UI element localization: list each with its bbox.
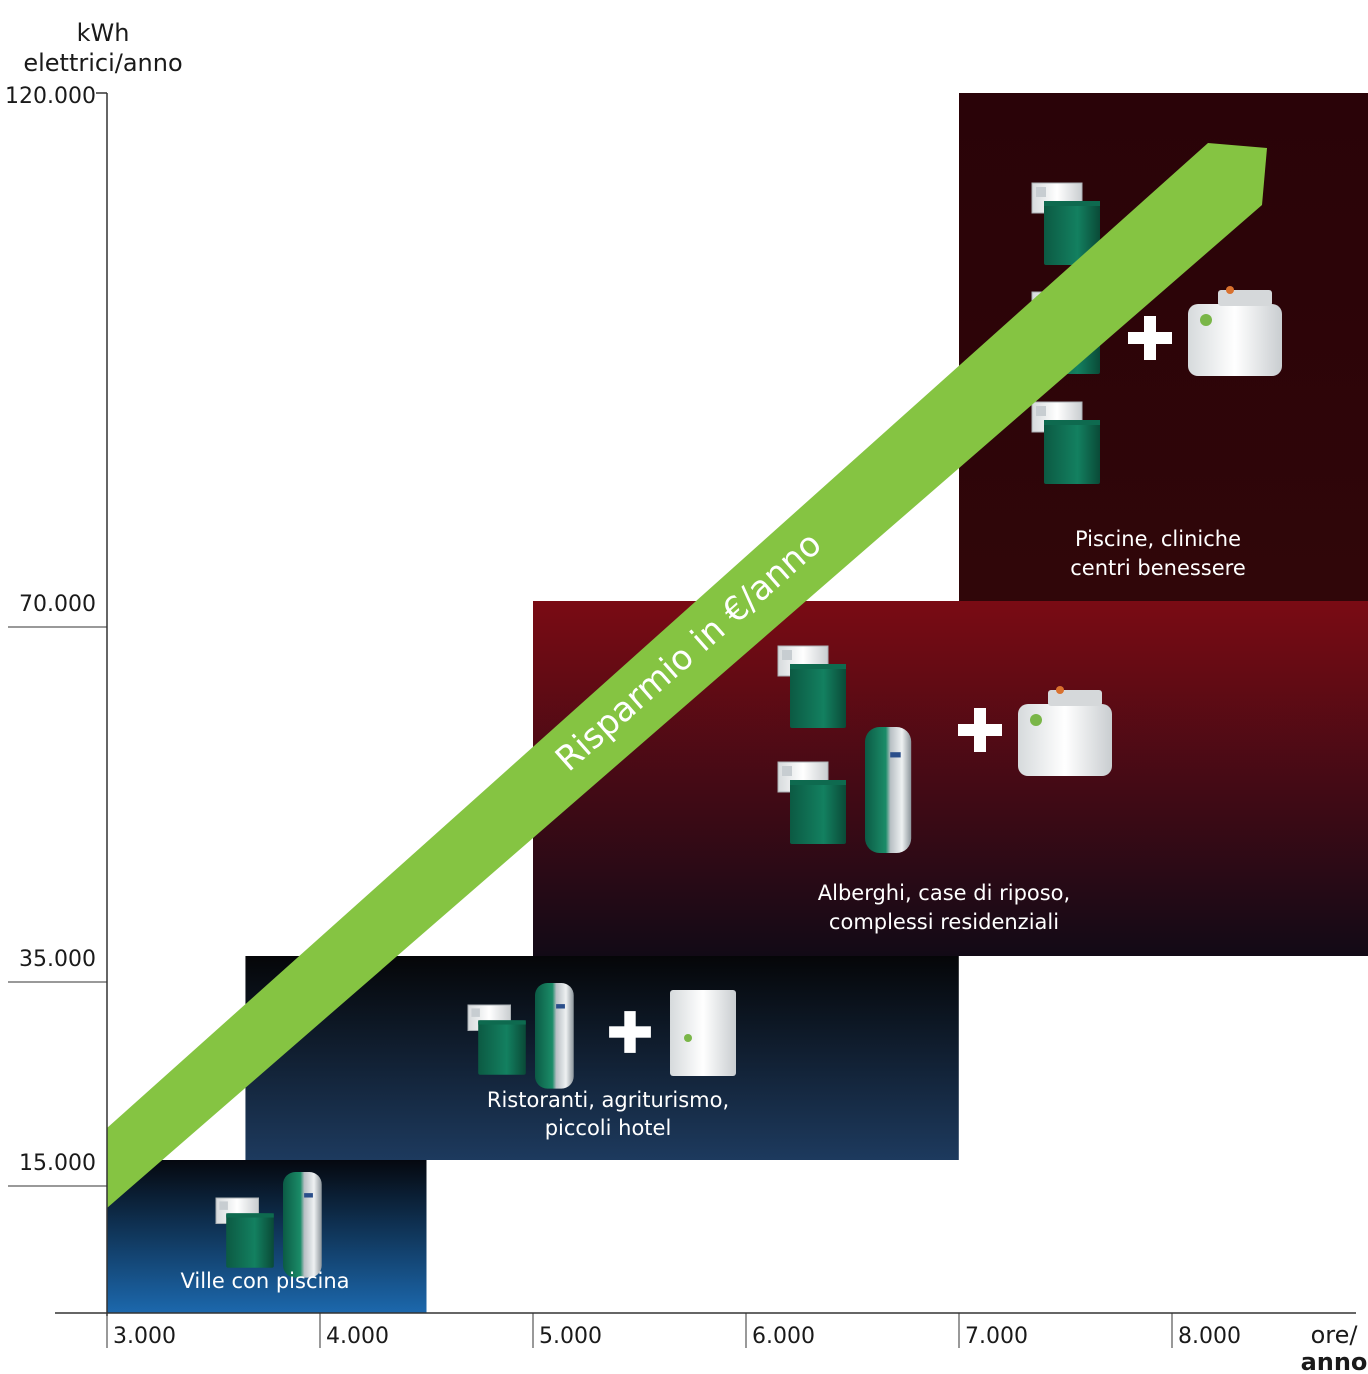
boiler-icon <box>670 990 736 1076</box>
zone-1-label-line-1: piccoli hotel <box>545 1116 672 1140</box>
heat-pump-top-icon <box>1044 420 1100 425</box>
cogenerator-logo-icon <box>1030 714 1042 726</box>
cogenerator-valve-icon <box>1056 686 1064 694</box>
zone-0-units <box>215 1172 322 1278</box>
cogenerator-icon <box>1188 304 1282 376</box>
cogenerator-top-icon <box>1048 690 1102 706</box>
outdoor-unit-fan-icon <box>1036 406 1046 416</box>
cogenerator-valve-icon <box>1226 286 1234 294</box>
heat-pump-top-icon <box>1044 201 1100 206</box>
plus-icon-vertical <box>974 708 986 752</box>
x-tick-label: 3.000 <box>113 1324 176 1349</box>
zone-3-label-line-0: Piscine, cliniche <box>1075 527 1241 551</box>
y-tick-label: 35.000 <box>19 947 96 972</box>
plus-icon-vertical <box>1144 316 1156 360</box>
heat-pump-icon <box>1044 420 1100 484</box>
heat-pump-top-icon <box>790 780 846 785</box>
heat-pump-icon <box>226 1213 274 1268</box>
storage-tank-logo-icon <box>556 1004 565 1009</box>
zone-3-label-line-1: centri benessere <box>1070 556 1246 580</box>
cogenerator-top-icon <box>1218 290 1272 306</box>
outdoor-unit-fan-icon <box>1036 187 1046 197</box>
zone-2-units <box>777 645 1112 853</box>
outdoor-unit-fan-icon <box>782 766 792 776</box>
cogenerator-icon <box>1018 704 1112 776</box>
outdoor-unit-fan-icon <box>471 1008 480 1017</box>
cogenerator-logo-icon <box>1200 314 1212 326</box>
zone-3-units <box>1031 182 1282 484</box>
zone-1-area <box>245 956 959 1160</box>
zone-2-label-line-0: Alberghi, case di riposo, <box>818 881 1070 905</box>
plus-icon-vertical <box>624 1011 636 1053</box>
y-axis-title-line-1: kWh <box>77 19 130 47</box>
heat-pump-top-icon <box>226 1213 274 1218</box>
zone-2-label-line-1: complessi residenziali <box>829 910 1059 934</box>
x-tick-label: 8.000 <box>1178 1324 1241 1349</box>
x-tick-label: 6.000 <box>752 1324 815 1349</box>
zone-1-units <box>467 983 736 1089</box>
x-tick-label: 5.000 <box>539 1324 602 1349</box>
x-axis-title-line-1: ore/ <box>1311 1321 1359 1349</box>
storage-tank-logo-icon <box>304 1193 313 1198</box>
heat-pump-icon <box>790 664 846 728</box>
heat-pump-top-icon <box>790 664 846 669</box>
storage-tank-logo-icon <box>890 752 901 758</box>
x-tick-label: 4.000 <box>326 1324 389 1349</box>
y-tick-label: 70.000 <box>19 592 96 617</box>
storage-tank-icon <box>535 983 574 1089</box>
storage-tank-icon <box>865 727 912 853</box>
y-axis-title-line-2: elettrici/anno <box>23 49 182 77</box>
x-tick-label: 7.000 <box>965 1324 1028 1349</box>
heat-pump-top-icon <box>478 1020 526 1025</box>
savings-trend-band <box>107 143 1267 1208</box>
storage-tank-icon <box>283 1172 322 1278</box>
outdoor-unit-fan-icon <box>782 650 792 660</box>
y-tick-label: 120.000 <box>5 84 96 109</box>
heat-pump-icon <box>478 1020 526 1075</box>
outdoor-unit-fan-icon <box>219 1201 228 1210</box>
x-axis-title-line-2: anno <box>1301 1348 1368 1374</box>
heat-pump-icon <box>1044 201 1100 265</box>
heat-pump-icon <box>790 780 846 844</box>
axes-layer: kWh elettrici/anno ore/ anno 15.000 35.00… <box>5 19 1367 1374</box>
zone-0-label-line-0: Ville con piscina <box>180 1269 349 1293</box>
y-tick-label: 15.000 <box>19 1151 96 1176</box>
boiler-logo-icon <box>684 1034 692 1042</box>
zone-1-label-line-0: Ristoranti, agriturismo, <box>487 1088 729 1112</box>
